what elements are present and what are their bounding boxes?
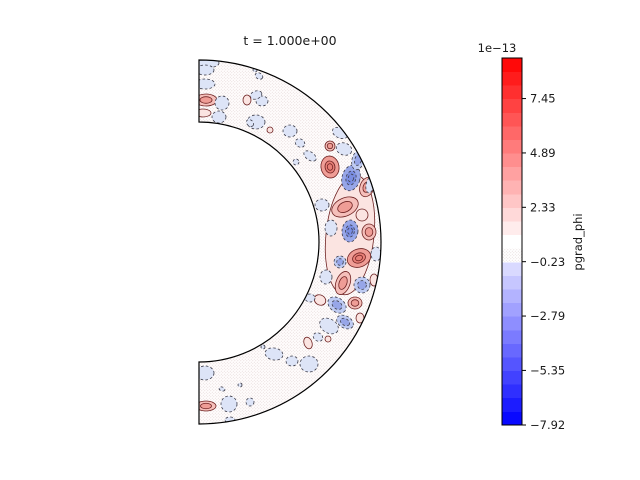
colorbar-border [501,57,523,426]
colorbar-zero-band-stipple [502,248,522,262]
colorbar-band [502,261,522,276]
colorbar-band [502,275,522,290]
colorbar-band [502,370,522,385]
colorbar-band [502,125,522,140]
negative-contour-blob [254,72,264,80]
positive-contour-blob-core [355,254,363,262]
colorbar-band [502,302,522,317]
colorbar-axis-label: pgrad_phi [571,213,585,271]
positive-contour-blob [355,208,369,222]
negative-contour-blob [260,344,266,350]
colorbar-band [502,357,522,372]
negative-contour-blob [255,95,269,107]
negative-contour-blob [299,355,319,373]
positive-contour-blob-inner [337,201,353,213]
colorbar-tick-label: 7.45 [530,92,556,106]
annulus-outline [198,59,382,425]
colorbar-offset-label: 1e−13 [477,41,517,55]
negative-contour-blob [370,246,381,262]
negative-contour-blob [199,365,215,381]
positive-contour-blob-core [326,163,334,171]
colorbar-band [502,343,522,358]
positive-contour-blob-inner [338,276,348,290]
colorbar-tick-label: −5.35 [530,364,565,378]
colorbar-band [502,234,522,249]
negative-contour-blob-inner [336,258,344,266]
plot-title: t = 1.000e+00 [243,33,337,48]
negative-contour-blob [237,382,243,388]
colorbar-tick-label: 4.89 [530,146,556,160]
negative-contour-blob [304,293,316,303]
colorbar-band [502,207,522,222]
colorbar-band [502,384,522,399]
colorbar-band [502,112,522,127]
negative-contour-blob [199,78,216,90]
positive-contour-blob-inner [200,402,212,410]
colorbar-tick-label: 2.33 [530,200,556,214]
colorbar-band [502,329,522,344]
negative-contour-blob [319,317,339,335]
colorbar-band [502,71,522,86]
negative-contour-blob [220,395,238,413]
colorbar-band [502,221,522,236]
colorbar-band [502,180,522,195]
negative-contour-blob-inner [357,280,367,290]
negative-contour-blob [264,347,284,361]
negative-contour-blob [314,198,330,212]
positive-contour-blob [199,108,212,118]
colorbar-tick-label: −0.23 [530,255,565,269]
colorbar-band [502,139,522,154]
negative-contour-blob [211,110,227,124]
negative-contour-blob [319,269,333,285]
negative-contour-blob [245,397,255,407]
colorbar-band [502,153,522,168]
negative-contour-blob [303,150,317,162]
negative-contour-blob [245,119,255,127]
positive-contour-blob [303,336,313,350]
negative-contour-blob-core [347,227,353,235]
negative-contour-blob-inner [340,317,350,327]
positive-contour-blob [266,126,274,134]
negative-contour-blob-core [347,173,355,183]
negative-contour-blob [282,124,298,138]
colorbar-band [502,58,522,72]
colorbar-band [502,289,522,304]
colorbar-tick-label: −7.92 [530,418,565,432]
colorbar-band [502,397,522,412]
negative-contour-blob [324,219,338,237]
colorbar-band [502,98,522,113]
colorbar-band [502,411,522,426]
positive-contour-blob-inner [350,299,360,307]
negative-contour-blob [335,142,353,156]
colorbar-tick-label: −2.79 [530,309,565,323]
positive-contour-blob [242,94,252,106]
colorbar: 7.45 4.89 2.33 −0.23 −2.79 −5.35 −7.92 [501,57,565,432]
colorbar-band [502,85,522,100]
negative-contour-blob [199,64,215,76]
positive-contour-blob [324,335,332,343]
negative-contour-blob-inner [331,300,343,310]
colorbar-band [502,166,522,181]
colorbar-band [502,316,522,331]
positive-contour-blob-inner [199,96,213,104]
negative-contour-blob [214,95,230,111]
positive-contour-blob-inner [364,227,374,237]
negative-contour-blob [285,355,299,367]
positive-contour-blob-inner [326,142,334,150]
negative-contour-blob [292,158,300,166]
contour-blobs [199,60,381,424]
colorbar-band [502,193,522,208]
negative-contour-blob [218,386,226,392]
